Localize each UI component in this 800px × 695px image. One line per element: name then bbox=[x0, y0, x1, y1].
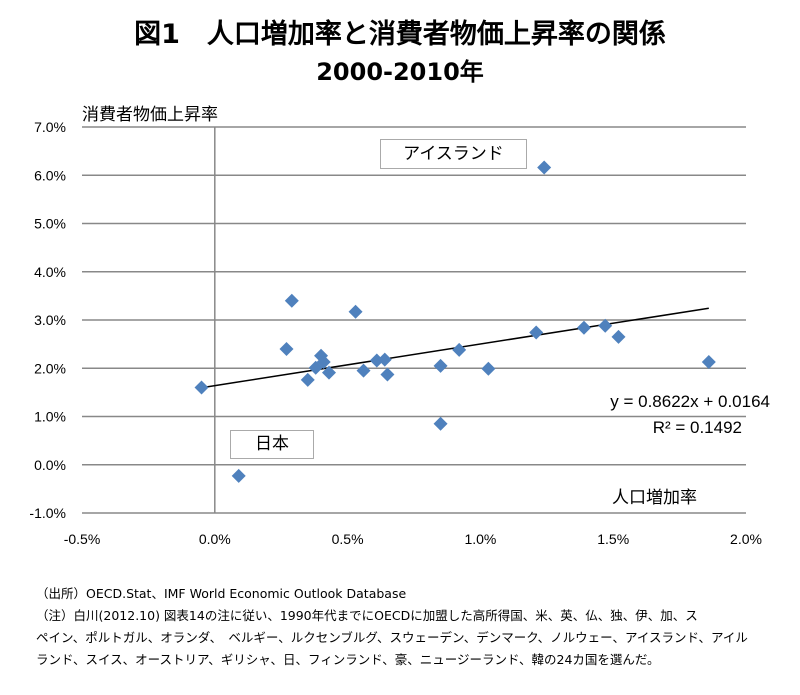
data-point bbox=[598, 318, 613, 333]
data-point bbox=[377, 352, 392, 367]
y-tick-label: 0.0% bbox=[34, 457, 66, 473]
y-tick-label: 1.0% bbox=[34, 409, 66, 425]
data-point bbox=[433, 416, 448, 431]
data-point bbox=[701, 354, 716, 369]
data-point bbox=[369, 353, 384, 368]
note-line: ランド、スイス、オーストリア、ギリシャ、日、フィンランド、豪、ニュージーランド、… bbox=[36, 652, 660, 667]
data-point bbox=[300, 372, 315, 387]
annotation-japan: 日本 bbox=[230, 430, 314, 459]
data-point bbox=[529, 325, 544, 340]
data-point bbox=[611, 329, 626, 344]
source-note: （出所）OECD.Stat、IMF World Economic Outlook… bbox=[36, 586, 407, 601]
x-tick-label: 2.0% bbox=[730, 531, 762, 547]
data-point bbox=[279, 341, 294, 356]
data-point bbox=[316, 354, 331, 369]
data-point bbox=[433, 358, 448, 373]
data-point bbox=[194, 380, 209, 395]
plot-area: -1.0% 0.0% 1.0% 2.0% 3.0% 4.0% 5.0% 6.0% 7.0% -0.… bbox=[29, 119, 762, 547]
annotation-iceland: アイスランド bbox=[380, 139, 527, 169]
x-tick-label: 1.5% bbox=[597, 531, 629, 547]
y-tick-label: 3.0% bbox=[34, 312, 66, 328]
note-line: （注）白川(2012.10) 図表14の注に従い、1990年代までにOECDに加… bbox=[36, 608, 698, 623]
y-tick-label: 6.0% bbox=[34, 167, 66, 183]
data-point bbox=[481, 361, 496, 376]
y-tick-label: 2.0% bbox=[34, 360, 66, 376]
data-point bbox=[231, 468, 246, 483]
data-point bbox=[356, 363, 371, 378]
x-axis-label: 人口増加率 bbox=[612, 488, 697, 508]
y-axis-label: 消費者物価上昇率 bbox=[82, 105, 218, 125]
chart-title: 図1 人口増加率と消費者物価上昇率の関係 bbox=[134, 19, 666, 50]
x-tick-label: -0.5% bbox=[64, 531, 101, 547]
data-point bbox=[537, 160, 552, 175]
data-point bbox=[284, 293, 299, 308]
y-tick-label: 7.0% bbox=[34, 119, 66, 135]
data-point bbox=[380, 367, 395, 382]
x-tick-label: 0.5% bbox=[332, 531, 364, 547]
y-tick-label: 5.0% bbox=[34, 216, 66, 232]
x-tick-label: 1.0% bbox=[464, 531, 496, 547]
trendline-r2: R² = 0.1492 bbox=[652, 418, 742, 437]
data-point bbox=[452, 342, 467, 357]
y-tick-label: -1.0% bbox=[29, 505, 66, 521]
data-point bbox=[348, 304, 363, 319]
trendline-equation: y = 0.8622x + 0.0164 bbox=[610, 392, 770, 411]
chart-subtitle: 2000-2010年 bbox=[316, 58, 484, 86]
data-point bbox=[322, 365, 337, 380]
x-tick-label: 0.0% bbox=[199, 531, 231, 547]
note-line: ペイン、ポルトガル、オランダ、 ベルギー、ルクセンブルグ、スウェーデン、デンマー… bbox=[36, 630, 748, 645]
data-point bbox=[576, 320, 591, 335]
y-tick-label: 4.0% bbox=[34, 264, 66, 280]
